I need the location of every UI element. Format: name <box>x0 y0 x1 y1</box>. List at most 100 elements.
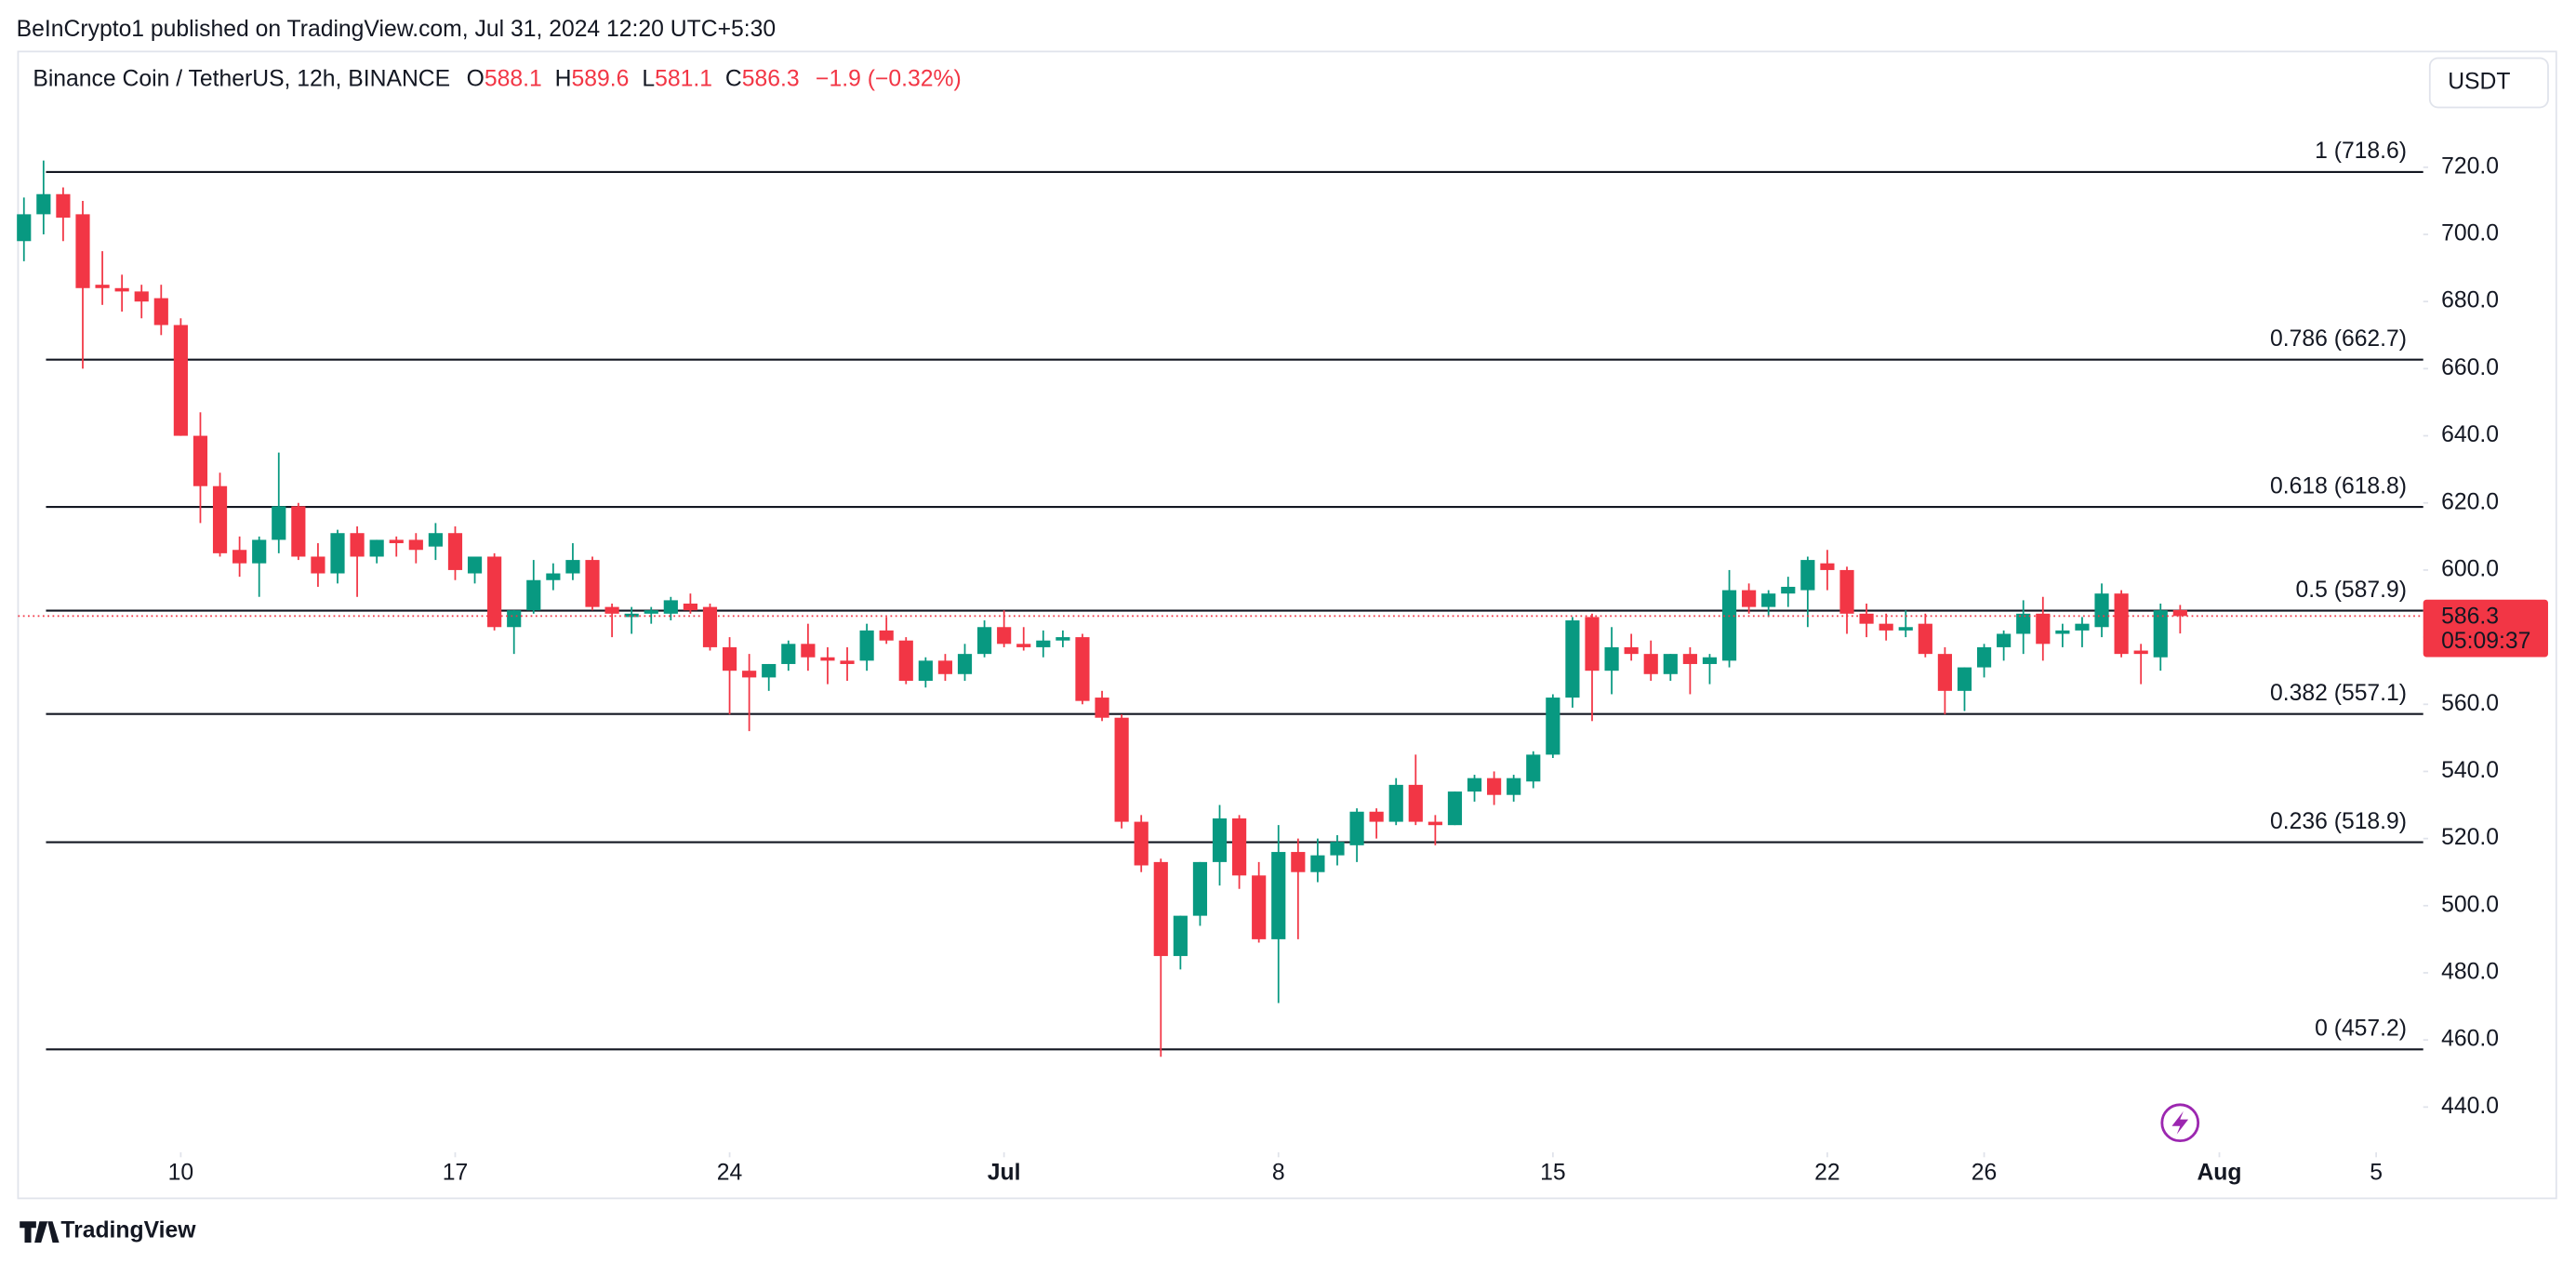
candle-body <box>1879 623 1893 631</box>
fib-label: 1 (718.6) <box>2315 139 2407 164</box>
y-tick-label: 440.0 <box>2441 1094 2499 1119</box>
candle-body <box>291 506 306 557</box>
candle-body <box>153 298 168 326</box>
candle-body <box>624 613 639 618</box>
lightning-icon[interactable] <box>2160 1103 2200 1143</box>
y-tick-label: 700.0 <box>2441 221 2499 246</box>
symbol: Binance Coin / TetherUS, 12h, BINANCE <box>33 66 450 91</box>
candle-body <box>1898 627 1913 631</box>
candle-body <box>604 606 619 614</box>
candle-body <box>937 660 953 674</box>
candle-body <box>1604 646 1619 671</box>
candle-body <box>1173 915 1188 956</box>
candle-body <box>1781 586 1796 594</box>
x-tick-label: 10 <box>168 1161 194 1186</box>
candle-body <box>1721 590 1737 661</box>
candle-body <box>1761 593 1776 607</box>
close-label: C <box>725 66 742 91</box>
candle-body <box>1997 633 2012 647</box>
candle-body <box>1408 784 1423 822</box>
footer-brand: TradingView <box>60 1217 196 1243</box>
candle-body <box>1192 861 1208 916</box>
candle-body <box>487 556 502 628</box>
y-tick-label: 540.0 <box>2441 758 2499 783</box>
fib-label: 0.5 (587.9) <box>2295 578 2407 603</box>
candle-body <box>1310 855 1325 872</box>
candle-body <box>389 539 404 544</box>
candle-body <box>585 560 600 607</box>
candle-body <box>1056 637 1070 641</box>
candle-body <box>859 630 874 661</box>
candle-body <box>1330 842 1345 856</box>
y-tick-label: 680.0 <box>2441 288 2499 313</box>
candle-body <box>1291 852 1306 872</box>
candle-body <box>820 657 835 661</box>
fib-label: 0.382 (557.1) <box>2270 681 2407 706</box>
candle-body <box>36 193 51 215</box>
candle-body <box>1702 657 1718 664</box>
candle-body <box>2036 613 2051 645</box>
currency-label[interactable]: USDT <box>2448 69 2510 94</box>
candle-body <box>193 435 208 486</box>
candle-body <box>742 671 757 678</box>
high-label: H <box>555 66 572 91</box>
candle-body <box>17 214 32 242</box>
candle-body <box>1585 617 1600 671</box>
candle-body <box>1643 654 1658 674</box>
y-tick-label: 480.0 <box>2441 960 2499 985</box>
candle-body <box>447 533 463 570</box>
candle-body <box>2172 609 2187 617</box>
candle-body <box>428 533 443 547</box>
candle-body <box>801 644 816 658</box>
ohlc-legend: Binance Coin / TetherUS, 12h, BINANCE O5… <box>33 66 961 91</box>
candle-body <box>114 287 129 292</box>
candle-body <box>1271 852 1286 939</box>
last-price-tag <box>2423 599 2548 658</box>
candle-body <box>1095 698 1109 718</box>
candle-body <box>2055 630 2070 634</box>
tv-logo <box>20 1221 60 1243</box>
candle-body <box>232 550 247 564</box>
candle-body <box>702 606 718 647</box>
open-value: 588.1 <box>485 66 542 91</box>
candle-body <box>1252 875 1267 939</box>
candle-body <box>898 640 913 682</box>
candle-body <box>1212 818 1228 862</box>
candle-body <box>369 539 384 557</box>
candle-body <box>2133 650 2148 655</box>
candle-body <box>918 660 933 682</box>
candle-body <box>1820 563 1835 570</box>
candle-body <box>1349 811 1364 845</box>
candle-body <box>2114 593 2129 655</box>
candle-body <box>840 660 855 664</box>
currency-button[interactable] <box>2428 57 2549 109</box>
candle-body <box>467 556 483 574</box>
y-tick-label: 620.0 <box>2441 489 2499 514</box>
plot-area: 440.0460.0480.0500.0520.0540.0560.0580.0… <box>17 139 2548 1186</box>
countdown-label: 05:09:37 <box>2441 629 2530 654</box>
candle-body <box>1507 778 1521 795</box>
candle-body <box>1937 654 1952 691</box>
candle-body <box>2094 593 2109 628</box>
candle-body <box>1918 623 1932 655</box>
candle-body <box>1114 717 1129 822</box>
candle-body <box>526 579 541 611</box>
candle-body <box>1075 637 1090 701</box>
candle-body <box>976 627 992 655</box>
candle-body <box>311 556 325 574</box>
candle-body <box>1976 646 1992 668</box>
candle-body <box>75 214 90 288</box>
candle-body <box>1526 754 1541 782</box>
candle-body <box>957 654 973 674</box>
candle-body <box>722 646 737 671</box>
candle-body <box>252 539 267 564</box>
fib-label: 0.236 (518.9) <box>2270 809 2407 834</box>
x-tick-label: 8 <box>1272 1161 1285 1186</box>
candle-body <box>507 610 522 628</box>
y-tick-label: 720.0 <box>2441 153 2499 179</box>
low-label: L <box>642 66 655 91</box>
lightning-bolt <box>2171 1110 2189 1135</box>
fib-label: 0.618 (618.8) <box>2270 473 2407 499</box>
